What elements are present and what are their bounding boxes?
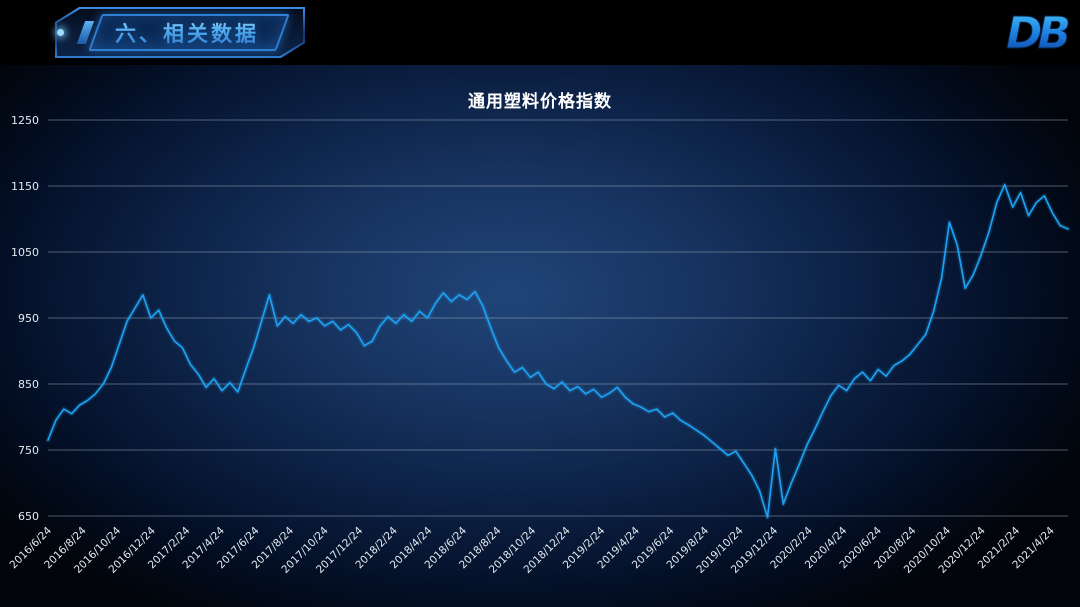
svg-text:1250: 1250 [11, 114, 39, 127]
company-logo-icon: DB [1004, 5, 1075, 61]
svg-text:750: 750 [18, 444, 39, 457]
badge-glow-dot-icon [57, 28, 64, 36]
section-badge: 六、相关数据 [55, 7, 305, 58]
svg-text:850: 850 [18, 378, 39, 391]
svg-text:650: 650 [18, 510, 39, 523]
header-bar: 六、相关数据 DB [0, 0, 1080, 65]
price-index-line-chart: 6507508509501050115012502016/6/242016/8/… [8, 114, 1071, 576]
svg-text:1150: 1150 [11, 180, 39, 193]
logo-text: DB [1006, 8, 1069, 59]
chart-title: 通用塑料价格指数 [468, 92, 612, 112]
section-badge-label: 六、相关数据 [55, 7, 305, 58]
chart-panel: 通用塑料价格指数 650 750 850 950 1050 1150 1250 2016/6/… [0, 65, 1080, 607]
svg-text:950: 950 [18, 312, 39, 325]
svg-text:1050: 1050 [11, 246, 39, 259]
